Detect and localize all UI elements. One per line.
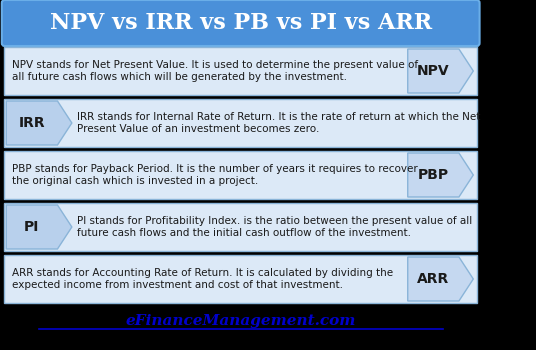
FancyBboxPatch shape: [2, 0, 480, 46]
FancyBboxPatch shape: [4, 151, 477, 199]
Text: IRR: IRR: [19, 116, 45, 130]
Polygon shape: [408, 153, 473, 197]
Text: PBP: PBP: [418, 168, 449, 182]
Text: PI: PI: [24, 220, 40, 234]
Text: ARR: ARR: [417, 272, 450, 286]
Text: PBP stands for Payback Period. It is the number of years it requires to recover
: PBP stands for Payback Period. It is the…: [12, 164, 418, 186]
Polygon shape: [408, 49, 473, 93]
Text: NPV: NPV: [417, 64, 450, 78]
Text: IRR stands for Internal Rate of Return. It is the rate of return at which the Ne: IRR stands for Internal Rate of Return. …: [77, 112, 481, 134]
Text: ARR stands for Accounting Rate of Return. It is calculated by dividing the
expec: ARR stands for Accounting Rate of Return…: [12, 268, 393, 290]
FancyBboxPatch shape: [4, 255, 477, 303]
Polygon shape: [6, 205, 72, 249]
FancyBboxPatch shape: [4, 99, 477, 147]
Text: eFinanceManagement.com: eFinanceManagement.com: [125, 314, 356, 328]
Text: PI stands for Profitability Index. is the ratio between the present value of all: PI stands for Profitability Index. is th…: [77, 216, 473, 238]
FancyBboxPatch shape: [4, 47, 477, 95]
FancyBboxPatch shape: [4, 203, 477, 251]
Polygon shape: [6, 101, 72, 145]
Text: NPV vs IRR vs PB vs PI vs ARR: NPV vs IRR vs PB vs PI vs ARR: [50, 12, 432, 34]
Text: NPV stands for Net Present Value. It is used to determine the present value of
a: NPV stands for Net Present Value. It is …: [12, 60, 418, 82]
Polygon shape: [408, 257, 473, 301]
